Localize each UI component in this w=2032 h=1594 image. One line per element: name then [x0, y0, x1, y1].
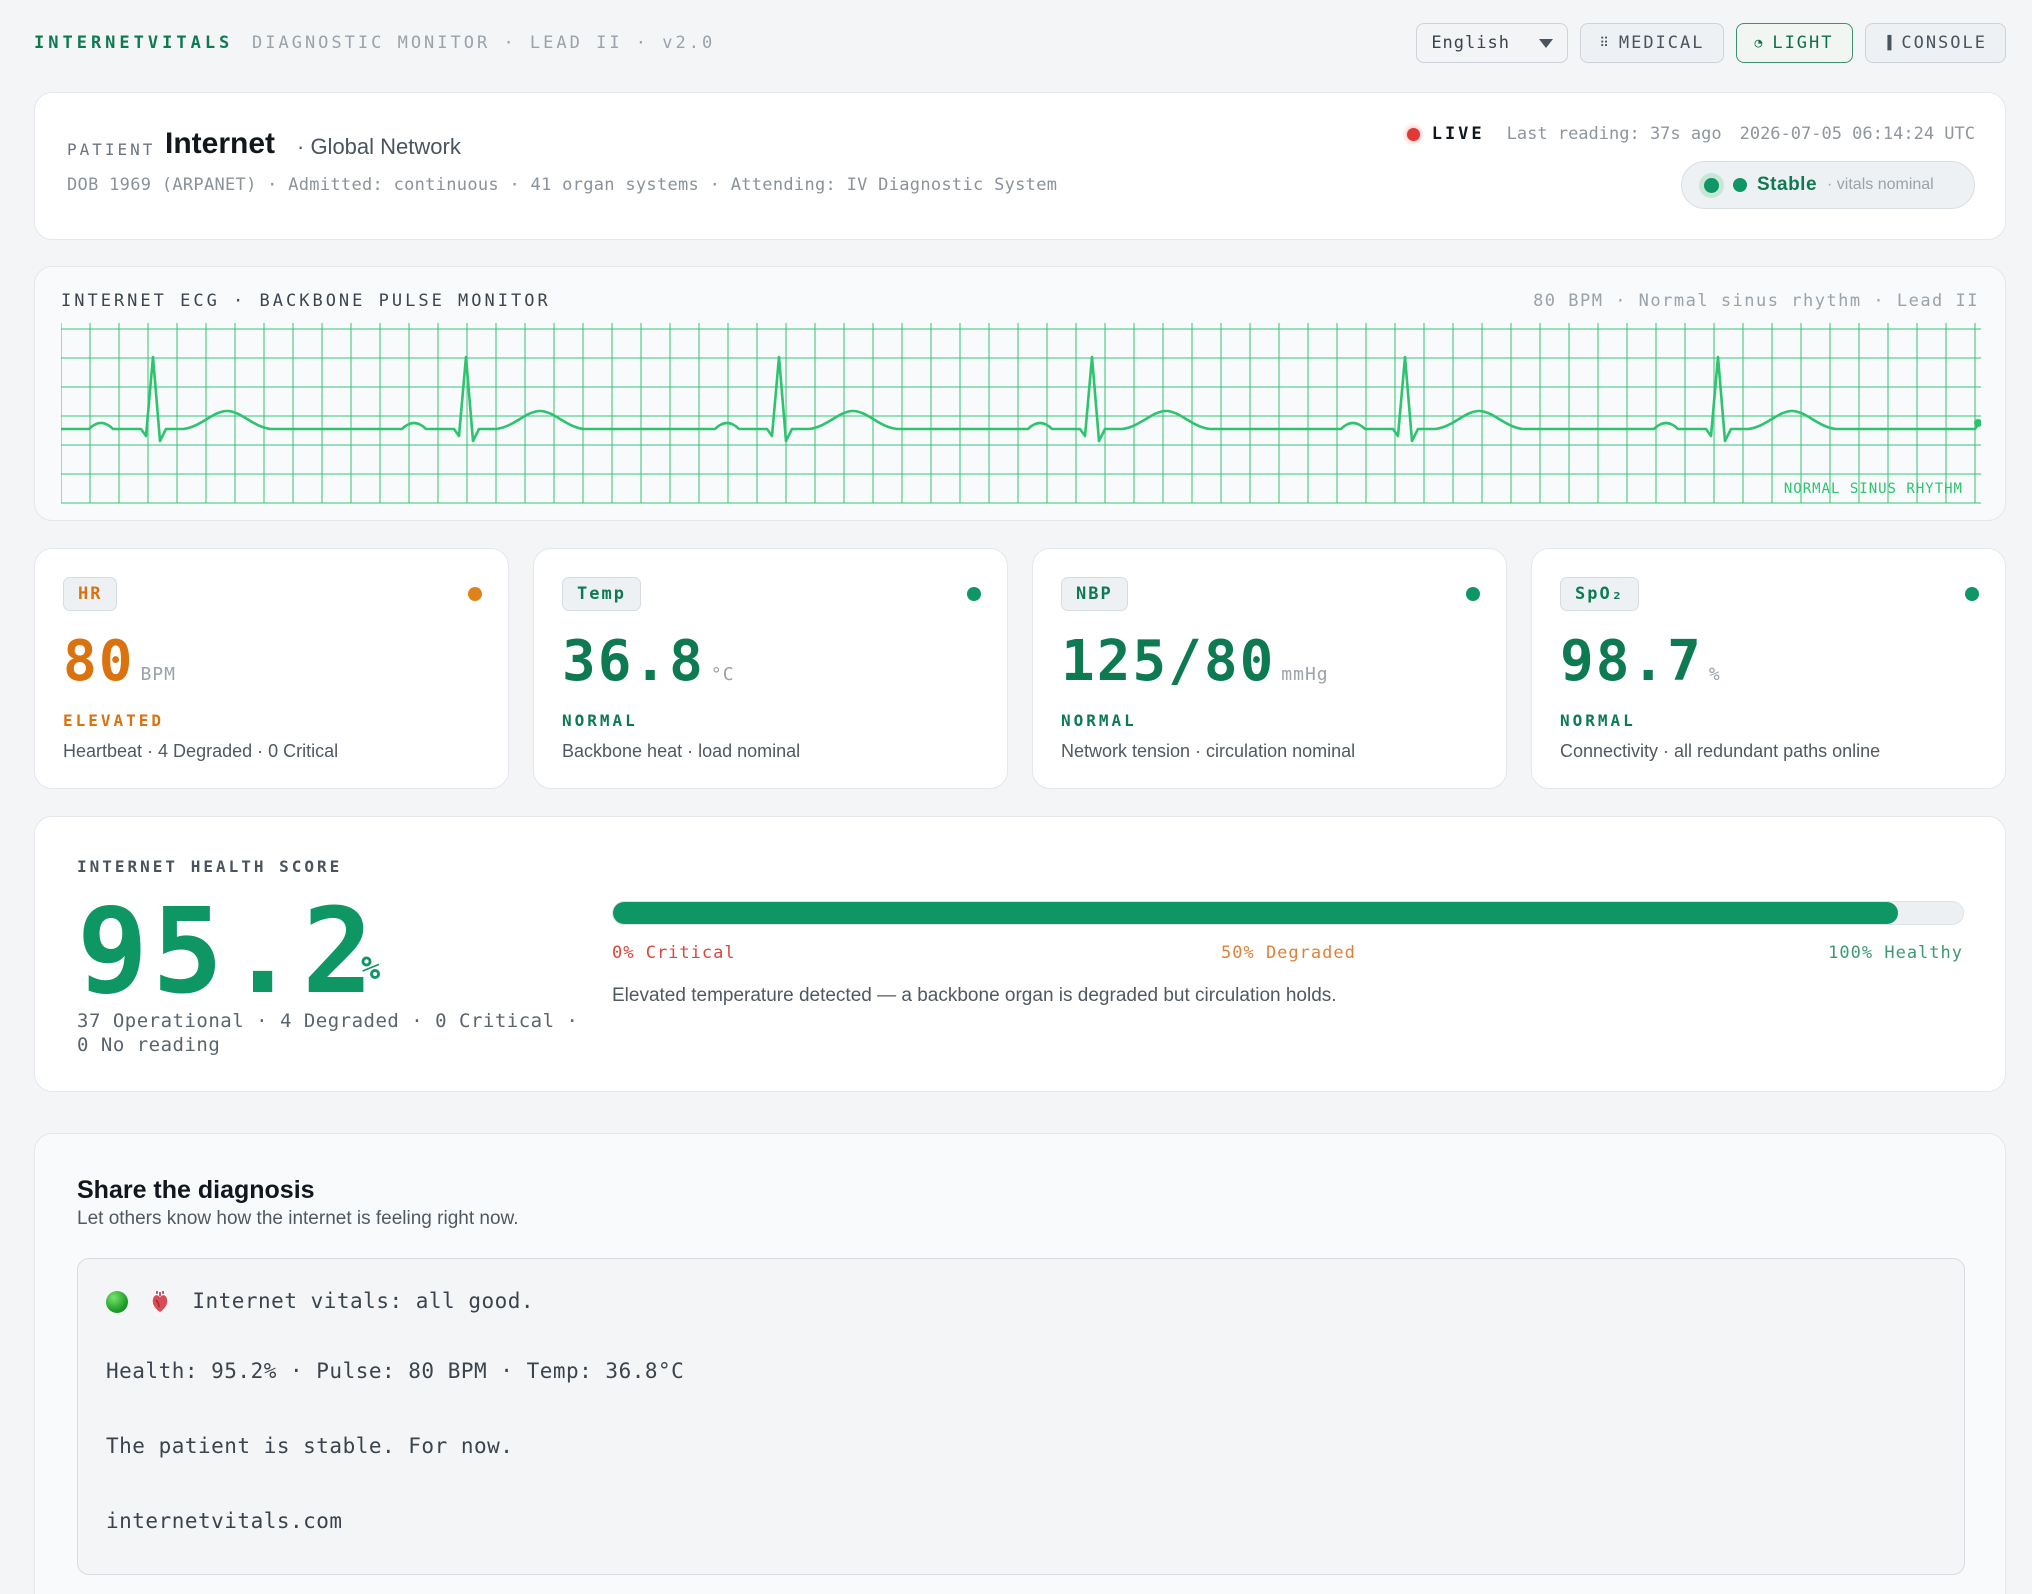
live-label: LIVE	[1431, 124, 1485, 144]
vital-status-dot-icon	[468, 587, 482, 601]
health-score-card: INTERNET HEALTH SCORE 95.2 % 37 Operatio…	[34, 816, 2006, 1092]
share-subtitle: Let others know how the internet is feel…	[77, 1208, 519, 1229]
live-status-row: LIVE Last reading: 37s ago 2026-07-05 06…	[1406, 124, 1975, 144]
share-title: Share the diagnosis	[77, 1176, 315, 1204]
vital-code: Temp	[562, 577, 641, 611]
ecg-monitor-card: INTERNET ECG · BACKBONE PULSE MONITOR 80…	[34, 266, 2006, 521]
vital-code: NBP	[1061, 577, 1128, 611]
vital-code: SpO₂	[1560, 577, 1639, 611]
vital-description: Connectivity · all redundant paths onlin…	[1560, 741, 1881, 761]
half-circle-icon: ◔	[1754, 35, 1763, 51]
green-circle-icon	[106, 1291, 128, 1313]
chevron-down-icon	[1539, 38, 1554, 48]
vital-value-row: 36.8 °C	[562, 629, 735, 694]
vital-unit: °C	[710, 664, 735, 685]
health-note: Elevated temperature detected — a backbo…	[612, 985, 1337, 1006]
brand-subtitle: DIAGNOSTIC MONITOR · LEAD II · v2.0	[252, 33, 716, 53]
vital-state: NORMAL	[1061, 711, 1137, 730]
ecg-waveform	[61, 323, 1981, 504]
scale-healthy-label: 100% Healthy	[1828, 943, 1963, 963]
vital-code: HR	[63, 577, 118, 611]
health-score-value: 95.2	[77, 882, 378, 1020]
vital-value-row: 125/80 mmHg	[1061, 629, 1329, 694]
vital-description: Heartbeat · 4 Degraded · 0 Critical	[63, 741, 339, 761]
console-mode-button[interactable]: ▐ CONSOLE	[1864, 23, 2006, 63]
status-label: Stable	[1757, 174, 1818, 195]
patient-name: Internet	[165, 127, 276, 160]
ecg-trace-head	[1974, 419, 1981, 427]
header-controls: English ⠿ MEDICAL ◔ LIGHT ▐ CONSOLE	[1416, 23, 2006, 63]
vital-state: NORMAL	[1560, 711, 1636, 730]
ecg-summary: 80 BPM · Normal sinus rhythm · Lead II	[1533, 291, 1979, 311]
scale-degraded-label: 50% Degraded	[1221, 943, 1356, 963]
console-mode-label: CONSOLE	[1901, 33, 1987, 53]
patient-card: PATIENT Internet · Global Network DOB 19…	[34, 92, 2006, 240]
ecg-trace-line	[61, 355, 1981, 443]
live-indicator-icon	[1406, 127, 1420, 141]
vital-state: NORMAL	[562, 711, 638, 730]
share-line-1: Internet vitals: all good.	[192, 1289, 535, 1313]
terminal-icon: ▐	[1883, 35, 1892, 51]
vital-card-nbp[interactable]: NBP 125/80 mmHg NORMAL Network tension · …	[1032, 548, 1507, 789]
brand-logo[interactable]: INTERNETVITALS	[34, 33, 234, 53]
share-text-box[interactable]: Internet vitals: all good. Health: 95.2%…	[77, 1258, 1965, 1575]
share-line-2: Health: 95.2% · Pulse: 80 BPM · Temp: 36…	[106, 1359, 685, 1383]
health-score-percent: %	[361, 949, 381, 987]
vital-state: ELEVATED	[63, 711, 165, 730]
vital-description: Backbone heat · load nominal	[562, 741, 801, 761]
patient-label: PATIENT	[67, 140, 156, 159]
patient-subtitle: · Global Network	[297, 134, 461, 159]
vital-value: 125/80	[1061, 629, 1276, 694]
vital-value: 80	[63, 629, 135, 694]
language-select-value: English	[1431, 33, 1510, 53]
vital-value-row: 98.7%	[1560, 629, 1721, 694]
status-pulse-icon	[1704, 177, 1719, 193]
share-line-3: The patient is stable. For now.	[106, 1434, 514, 1458]
vital-status-dot-icon	[1466, 587, 1480, 601]
status-note: · vitals nominal	[1827, 176, 1934, 193]
status-dot-icon	[1733, 178, 1747, 192]
vital-unit: mmHg	[1281, 664, 1329, 685]
top-bar: INTERNETVITALS DIAGNOSTIC MONITOR · LEAD…	[34, 20, 2006, 64]
share-card: Share the diagnosis Let others know how …	[34, 1133, 2006, 1594]
vital-unit: %	[1708, 664, 1721, 685]
ecg-title: INTERNET ECG · BACKBONE PULSE MONITOR	[61, 291, 551, 311]
vital-status-dot-icon	[967, 587, 981, 601]
light-mode-label: LIGHT	[1772, 33, 1834, 53]
anatomical-heart-icon	[151, 1291, 169, 1313]
vital-unit: BPM	[140, 664, 176, 685]
health-progress-fill	[613, 902, 1899, 924]
share-line: Internet vitals: all good.	[106, 1289, 534, 1313]
patient-meta: DOB 1969 (ARPANET) · Admitted: continuou…	[67, 175, 1058, 195]
medical-mode-label: MEDICAL	[1618, 33, 1705, 53]
health-score-label: INTERNET HEALTH SCORE	[77, 857, 343, 876]
vital-card-spo2[interactable]: SpO₂ 98.7% NORMAL Connectivity · all red…	[1531, 548, 2006, 789]
light-mode-button[interactable]: ◔ LIGHT	[1735, 23, 1853, 63]
vital-value-row: 80 BPM	[63, 629, 176, 694]
vital-value: 98.7	[1560, 629, 1703, 694]
medical-mode-button[interactable]: ⠿ MEDICAL	[1580, 23, 1724, 63]
vital-card-temp[interactable]: Temp 36.8 °C NORMAL Backbone heat · load …	[533, 548, 1008, 789]
health-progress-bar	[612, 901, 1964, 925]
vital-card-hr[interactable]: HR 80 BPM ELEVATED Heartbeat · 4 Degraded…	[34, 548, 509, 789]
grid-icon: ⠿	[1599, 35, 1609, 51]
reading-timestamp: 2026-07-05 06:14:24 UTC	[1739, 124, 1975, 144]
share-line-4: internetvitals.com	[106, 1509, 343, 1533]
ecg-grid	[61, 323, 1981, 504]
last-reading: Last reading: 37s ago	[1506, 124, 1722, 144]
status-badge: Stable · vitals nominal	[1681, 161, 1975, 209]
language-select[interactable]: English	[1416, 23, 1569, 63]
scale-critical-label: 0% Critical	[612, 943, 736, 963]
vital-value: 36.8	[562, 629, 705, 694]
health-counts: 37 Operational · 4 Degraded · 0 Critical…	[77, 1010, 579, 1056]
vital-description: Network tension · circulation nominal	[1061, 741, 1356, 761]
vital-status-dot-icon	[1965, 587, 1979, 601]
rhythm-tag: NORMAL SINUS RHYTHM	[1783, 481, 1963, 497]
